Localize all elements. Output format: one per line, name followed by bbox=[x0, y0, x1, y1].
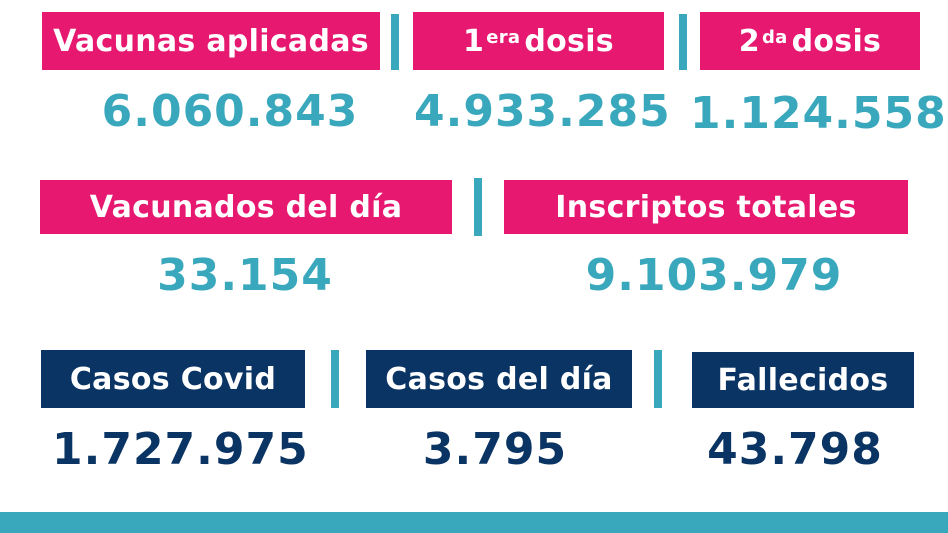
inscriptos-totales-label-text: Inscriptos totales bbox=[555, 189, 857, 225]
primera-dosis-label: 1 era dosis bbox=[413, 12, 664, 70]
segunda-dosis-label: 2 da dosis bbox=[700, 12, 920, 70]
fallecidos-label: Fallecidos bbox=[692, 352, 914, 408]
primera-dosis-sup: era bbox=[486, 26, 521, 48]
vacunados-del-dia-label: Vacunados del día bbox=[40, 180, 452, 234]
casos-covid-label-text: Casos Covid bbox=[69, 361, 277, 397]
segunda-dosis-text: dosis bbox=[791, 23, 882, 59]
segunda-dosis-sup: da bbox=[761, 26, 788, 48]
divider-row3-b bbox=[654, 350, 662, 408]
vacunados-del-dia-label-text: Vacunados del día bbox=[89, 189, 403, 225]
vacunas-aplicadas-value: 6.060.843 bbox=[101, 86, 359, 137]
primera-dosis-value: 4.933.285 bbox=[414, 86, 671, 137]
vacunas-aplicadas-label-text: Vacunas aplicadas bbox=[53, 23, 369, 59]
divider-row3-a bbox=[331, 350, 339, 408]
vacunados-del-dia-value: 33.154 bbox=[157, 250, 333, 301]
inscriptos-totales-label: Inscriptos totales bbox=[504, 180, 908, 234]
casos-covid-label: Casos Covid bbox=[41, 350, 305, 408]
fallecidos-value: 43.798 bbox=[707, 424, 883, 475]
casos-del-dia-label-text: Casos del día bbox=[385, 361, 613, 397]
segunda-dosis-number: 2 bbox=[738, 23, 760, 59]
footer-band bbox=[0, 512, 948, 533]
divider-row1-a bbox=[391, 14, 399, 70]
primera-dosis-number: 1 bbox=[463, 23, 485, 59]
divider-row1-b bbox=[679, 14, 687, 70]
casos-covid-value: 1.727.975 bbox=[52, 424, 309, 475]
fallecidos-label-text: Fallecidos bbox=[717, 362, 889, 398]
divider-row2 bbox=[474, 178, 482, 236]
inscriptos-totales-value: 9.103.979 bbox=[585, 250, 843, 301]
segunda-dosis-value: 1.124.558 bbox=[690, 88, 947, 139]
casos-del-dia-label: Casos del día bbox=[366, 350, 632, 408]
casos-del-dia-value: 3.795 bbox=[422, 424, 568, 475]
vacunas-aplicadas-label: Vacunas aplicadas bbox=[42, 12, 380, 70]
primera-dosis-text: dosis bbox=[524, 23, 614, 59]
